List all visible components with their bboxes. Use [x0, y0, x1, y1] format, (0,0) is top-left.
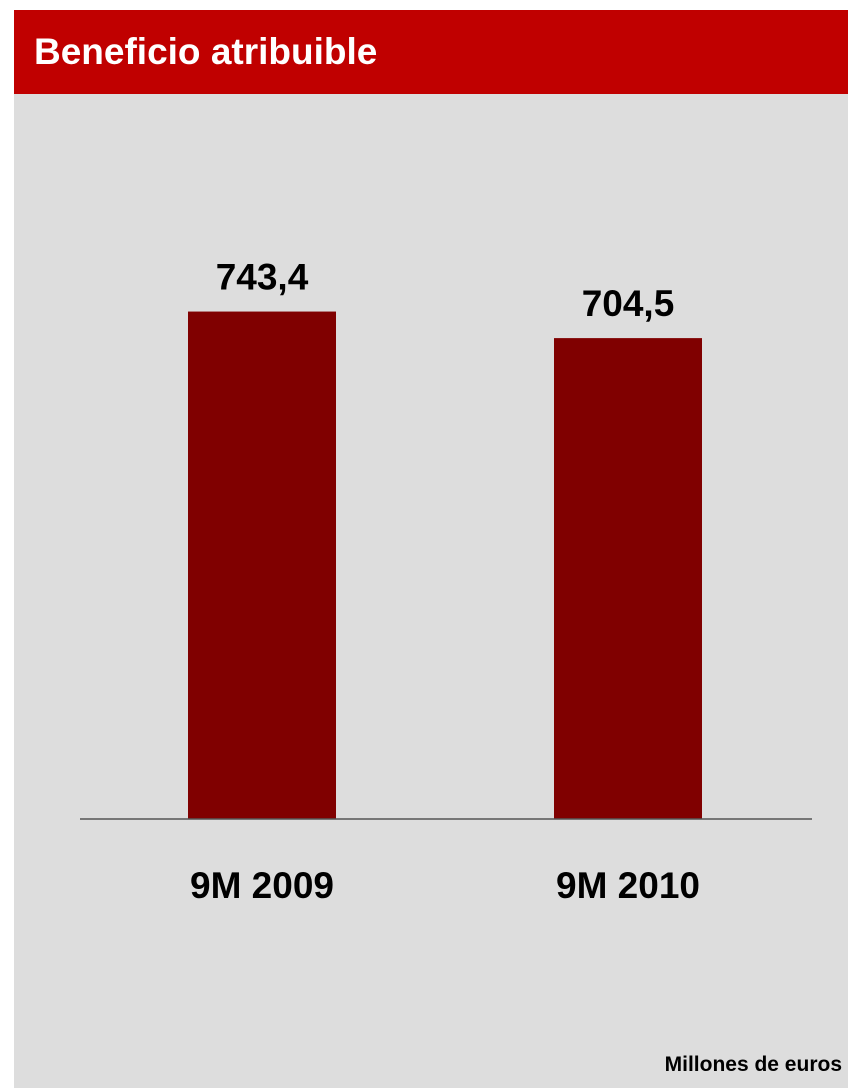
bar-1 — [188, 311, 336, 819]
chart-header-title: Beneficio atribuible — [34, 31, 378, 72]
unit-note: Millones de euros — [664, 1053, 842, 1076]
bar-2 — [554, 338, 702, 819]
value-label-2: 704,5 — [582, 283, 675, 324]
labels-group: 743,4 9M 2009 704,5 9M 2010 — [190, 257, 700, 906]
category-label-1: 9M 2009 — [190, 865, 334, 906]
category-label-2: 9M 2010 — [556, 865, 700, 906]
chart-panel: Beneficio atribuible — [14, 10, 848, 1088]
header-bar: Beneficio atribuible — [14, 10, 848, 94]
bars-group — [188, 311, 702, 819]
value-label-1: 743,4 — [216, 257, 309, 298]
